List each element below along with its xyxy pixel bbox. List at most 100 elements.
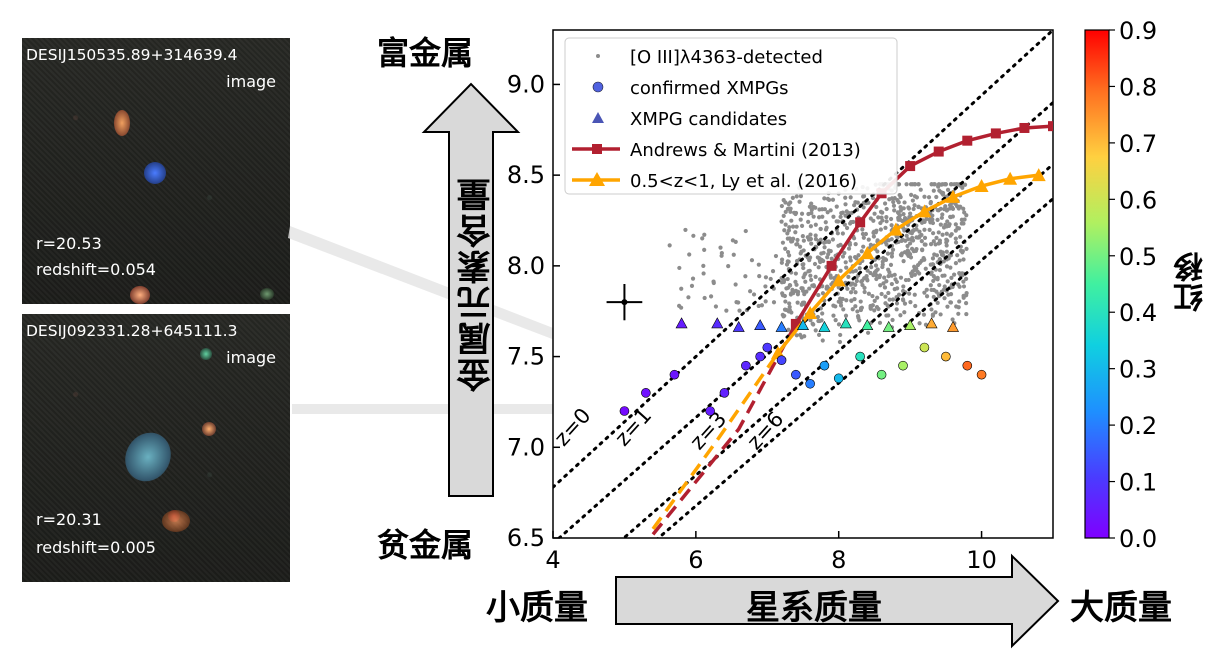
detected-point [927, 218, 933, 223]
detected-point [952, 272, 957, 277]
detected-point [956, 311, 961, 316]
detected-point [921, 312, 927, 317]
detected-point [842, 222, 847, 227]
detected-point [701, 263, 706, 268]
detected-point [940, 273, 945, 278]
cutout-name: DESIJ150535.89+314639.4 [26, 46, 238, 64]
detected-point [931, 239, 936, 244]
legend-marker [589, 172, 605, 186]
colorbar-label: 红移 [1174, 252, 1209, 312]
detected-point [843, 313, 849, 318]
andrews-marker [1019, 122, 1030, 133]
detected-point [908, 211, 913, 216]
detected-point [945, 219, 950, 224]
detected-point [860, 231, 866, 237]
confirmed-xmpg-point [791, 369, 801, 380]
confirmed-xmpg-point [919, 342, 930, 353]
detected-point [956, 204, 961, 209]
xmpg-candidate-point [925, 317, 938, 329]
detected-point [929, 307, 934, 312]
detected-point [807, 268, 812, 273]
detected-point [961, 284, 967, 289]
detected-point [928, 201, 933, 206]
detected-point [942, 296, 947, 301]
detected-point [803, 279, 808, 284]
detected-point [726, 264, 731, 269]
detected-point [938, 222, 943, 227]
legend: [O III]λ4363-detected confirmed XMPGs XMPG… [564, 37, 898, 195]
detected-point [887, 297, 892, 302]
detected-point [786, 253, 792, 258]
metal-poor-label: 贫金属 [377, 526, 474, 564]
detected-point [896, 200, 901, 205]
detected-point [909, 246, 915, 251]
detected-point [858, 299, 863, 304]
detected-point [826, 239, 832, 245]
detected-point [920, 247, 925, 252]
detected-point [926, 195, 932, 200]
detected-point [908, 271, 914, 276]
redshift-line-z0 [553, 30, 1053, 489]
detected-point [901, 284, 906, 289]
detected-point [879, 215, 884, 220]
detected-point [933, 276, 938, 281]
detected-point [853, 242, 858, 247]
detected-point [690, 276, 696, 281]
detected-point [802, 334, 807, 339]
confirmed-xmpg-point [805, 378, 815, 389]
detected-point [934, 235, 939, 240]
detected-point [898, 205, 903, 210]
detected-point [719, 251, 724, 256]
detected-point [851, 286, 856, 291]
detected-point [883, 225, 888, 230]
detected-point [875, 295, 880, 300]
detected-point [818, 237, 823, 242]
detected-point [809, 211, 814, 216]
detected-point [872, 308, 877, 313]
confirmed-xmpg-point [819, 360, 830, 371]
detected-point [794, 282, 799, 287]
detected-point [947, 203, 953, 208]
detected-point [937, 240, 942, 246]
detected-point [840, 231, 845, 236]
xmpg-candidate-point [882, 320, 895, 332]
detected-point [792, 210, 797, 215]
detected-point [855, 309, 860, 314]
ly-marker [917, 204, 932, 218]
detected-point [901, 258, 906, 264]
detected-point [888, 216, 894, 222]
detected-point [915, 262, 921, 268]
detected-point [872, 211, 877, 216]
confirmed-xmpg-point [898, 360, 908, 371]
detected-point [906, 249, 911, 255]
detected-point [788, 200, 793, 205]
star-blob [130, 286, 150, 304]
detected-point [937, 188, 942, 193]
detected-point [783, 209, 788, 214]
detected-point [938, 312, 943, 317]
detected-point [958, 234, 963, 239]
detected-point [860, 282, 865, 288]
detected-point [813, 205, 818, 210]
confirmed-xmpg-point [855, 351, 865, 362]
detected-point [912, 194, 918, 199]
detected-point [935, 300, 940, 305]
detected-point [942, 206, 947, 212]
detected-point [797, 244, 803, 249]
detected-point [786, 327, 791, 332]
detected-point [734, 300, 739, 305]
cutout-type-label: image [226, 72, 276, 91]
detected-point [901, 212, 906, 217]
detected-point [956, 282, 961, 287]
detected-point [955, 253, 960, 258]
detected-point [825, 255, 830, 260]
detected-point [871, 218, 876, 223]
detected-point [827, 197, 832, 203]
detected-point [837, 339, 843, 345]
detected-point [783, 246, 788, 251]
detected-point [794, 242, 799, 247]
detected-point [944, 264, 950, 269]
detected-point [768, 276, 773, 282]
detected-point [945, 207, 950, 212]
detected-point [718, 245, 723, 250]
